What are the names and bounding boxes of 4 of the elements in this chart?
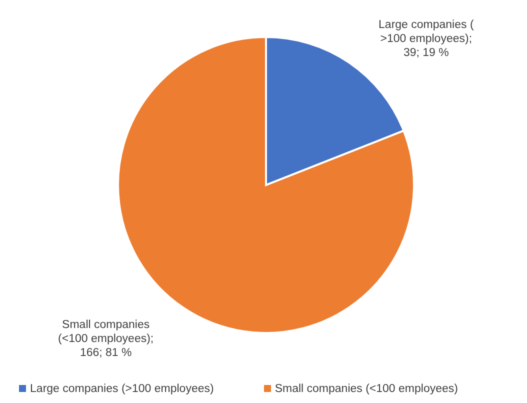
legend-label: Small companies (<100 employees) bbox=[274, 383, 458, 395]
data-label: Large companies ( >100 employees); 39; 19 % bbox=[378, 18, 474, 59]
data-label: Small companies (<100 employees); 166; 81 % bbox=[58, 319, 154, 360]
legend-label: Large companies (>100 employees) bbox=[30, 383, 214, 395]
